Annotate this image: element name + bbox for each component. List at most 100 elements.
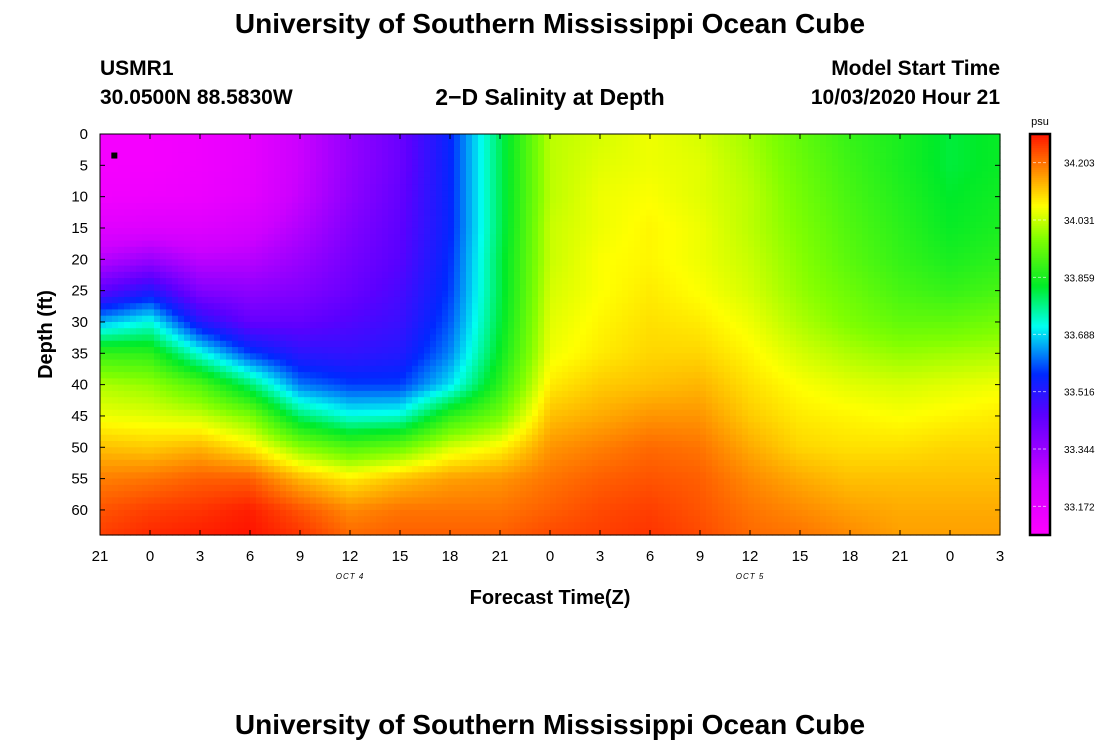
heatmap-cell [484, 384, 491, 392]
heatmap-cell [514, 290, 521, 298]
heatmap-cell [256, 491, 263, 499]
heatmap-cell [556, 159, 563, 166]
heatmap-cell [316, 434, 323, 442]
heatmap-cell [334, 309, 341, 317]
heatmap-cell [352, 284, 359, 292]
heatmap-cell [142, 190, 149, 198]
heatmap-cell [466, 497, 473, 505]
heatmap-cell [460, 353, 467, 361]
heatmap-cell [538, 372, 545, 379]
heatmap-cell [262, 196, 269, 204]
heatmap-cell [310, 497, 317, 505]
heatmap-cell [442, 422, 449, 430]
heatmap-cell [274, 503, 281, 511]
heatmap-cell [430, 472, 437, 480]
heatmap-cell [310, 315, 317, 323]
heatmap-cell [118, 240, 125, 248]
heatmap-cell [412, 372, 419, 379]
heatmap-cell [526, 441, 533, 448]
heatmap-cell [490, 390, 497, 398]
heatmap-cell [454, 453, 461, 461]
heatmap-cell [532, 265, 539, 273]
heatmap-cell [226, 497, 233, 505]
heatmap-cell [478, 240, 485, 248]
heatmap-cell [472, 246, 479, 254]
heatmap-cell [502, 334, 509, 342]
heatmap-cell [142, 271, 149, 279]
heatmap-cell [148, 309, 155, 317]
heatmap-cell [394, 271, 401, 279]
heatmap-cell [436, 190, 443, 198]
heatmap-cell [376, 384, 383, 392]
heatmap-cell [340, 278, 347, 285]
heatmap-cell [190, 240, 197, 248]
heatmap-cell [184, 190, 191, 198]
heatmap-cell [256, 359, 263, 367]
heatmap-cell [220, 240, 227, 248]
heatmap-cell [448, 478, 455, 486]
heatmap-cell [484, 246, 491, 254]
heatmap-cell [244, 171, 251, 179]
heatmap-cell [220, 177, 227, 185]
heatmap-cell [406, 246, 413, 254]
heatmap-cell [280, 315, 287, 323]
heatmap-cell [310, 415, 317, 423]
heatmap-cell [382, 303, 389, 311]
heatmap-cell [118, 390, 125, 398]
heatmap-cell [136, 384, 143, 392]
heatmap-cell [550, 528, 557, 536]
heatmap-cell [454, 347, 461, 354]
heatmap-cell [154, 478, 161, 486]
heatmap-cell [292, 140, 299, 148]
heatmap-cell [118, 384, 125, 392]
heatmap-cell [382, 271, 389, 279]
heatmap-cell [208, 215, 215, 223]
heatmap-cell [190, 190, 197, 198]
heatmap-cell [526, 290, 533, 298]
heatmap-cell [484, 290, 491, 298]
heatmap-cell [316, 278, 323, 285]
heatmap-cell [130, 378, 137, 386]
heatmap-cell [178, 390, 185, 398]
heatmap-cell [394, 378, 401, 386]
heatmap-cell [292, 165, 299, 173]
heatmap-cell [352, 434, 359, 442]
heatmap-cell [532, 522, 539, 530]
heatmap-cell [256, 422, 263, 430]
heatmap-cell [424, 209, 431, 217]
heatmap-cell [298, 409, 305, 417]
heatmap-cell [358, 309, 365, 317]
heatmap-cell [502, 359, 509, 367]
heatmap-cell [370, 253, 377, 260]
heatmap-cell [406, 509, 413, 517]
heatmap-cell [562, 453, 569, 461]
heatmap-cell [202, 434, 209, 442]
heatmap-cell [100, 334, 107, 342]
heatmap-cell [106, 409, 113, 417]
heatmap-cell [352, 453, 359, 461]
heatmap-cell [556, 177, 563, 185]
heatmap-cell [526, 528, 533, 536]
heatmap-cell [460, 441, 467, 448]
heatmap-cell [334, 259, 341, 267]
heatmap-cell [178, 146, 185, 154]
heatmap-cell [472, 509, 479, 517]
heatmap-cell [142, 309, 149, 317]
heatmap-cell [382, 209, 389, 217]
heatmap-cell [334, 453, 341, 461]
heatmap-cell [220, 372, 227, 379]
heatmap-cell [172, 152, 179, 160]
heatmap-cell [268, 472, 275, 480]
heatmap-cell [514, 159, 521, 166]
heatmap-cell [292, 246, 299, 254]
heatmap-cell [172, 259, 179, 267]
heatmap-cell [544, 353, 551, 361]
heatmap-cell [388, 459, 395, 467]
heatmap-cell [520, 140, 527, 148]
heatmap-cell [112, 253, 119, 260]
heatmap-cell [166, 221, 173, 229]
heatmap-cell [442, 503, 449, 511]
heatmap-cell [316, 365, 323, 373]
heatmap-cell [550, 234, 557, 242]
heatmap-cell [280, 353, 287, 361]
